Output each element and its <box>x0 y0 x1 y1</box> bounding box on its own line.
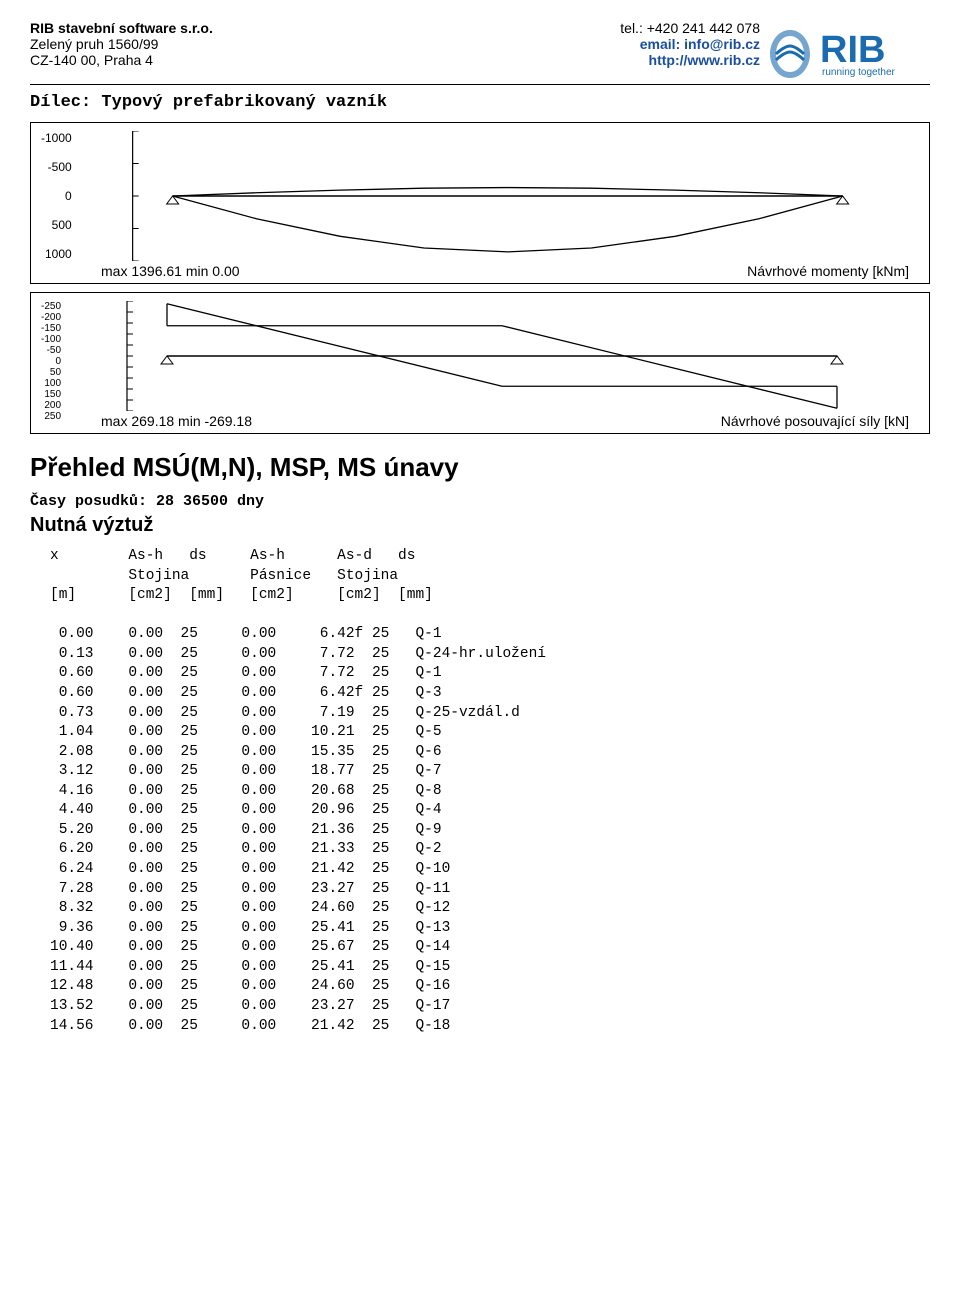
page-header: RIB stavební software s.r.o. Zelený pruh… <box>30 20 930 80</box>
ytick-label: 100 <box>44 378 61 389</box>
moment-chart-yticks: -1000 -500 0 500 1000 <box>41 131 76 261</box>
moment-chart-svg <box>76 131 909 261</box>
logo-tagline: running together <box>822 67 896 78</box>
company-name: RIB stavební software s.r.o. <box>30 20 480 36</box>
reinforcement-heading: Nutná výztuž <box>30 514 930 537</box>
ytick-label: 50 <box>50 367 61 378</box>
shear-chart-caption-right: Návrhové posouvající síly [kN] <box>721 413 909 429</box>
ytick-label: -50 <box>47 345 61 356</box>
ytick-label: 150 <box>44 389 61 400</box>
tel: tel.: +420 241 442 078 <box>620 20 760 36</box>
ytick-label: 250 <box>44 411 61 422</box>
times-label: Časy posudků: 28 36500 dny <box>30 493 930 510</box>
ytick-label: -150 <box>41 323 61 334</box>
shear-chart: -250-200-150-100-50050100150200250 max 2… <box>30 292 930 434</box>
ytick-label: 200 <box>44 400 61 411</box>
section-label: Dílec: Typový prefabrikovaný vazník <box>30 93 930 112</box>
shear-chart-svg <box>65 301 909 411</box>
address-line-2: CZ-140 00, Praha 4 <box>30 52 480 68</box>
ytick-label: -200 <box>41 312 61 323</box>
reinforcement-table: x As-h ds As-h As-d ds Stojina Pásnice S… <box>50 547 930 1036</box>
moment-chart-caption-left: max 1396.61 min 0.00 <box>101 263 240 279</box>
shear-chart-yticks: -250-200-150-100-50050100150200250 <box>41 301 65 411</box>
address-line-1: Zelený pruh 1560/99 <box>30 36 480 52</box>
ytick-label: 1000 <box>45 247 72 261</box>
ytick-label: 0 <box>65 189 72 203</box>
moment-chart-caption-right: Návrhové momenty [kNm] <box>747 263 909 279</box>
web-link[interactable]: http://www.rib.cz <box>620 52 760 68</box>
header-rule <box>30 84 930 85</box>
logo-text: RIB <box>820 29 885 71</box>
ytick-label: -250 <box>41 301 61 312</box>
email-link[interactable]: email: info@rib.cz <box>620 36 760 52</box>
ytick-label: 500 <box>52 218 72 232</box>
ytick-label: -100 <box>41 334 61 345</box>
header-left: RIB stavební software s.r.o. Zelený pruh… <box>30 20 480 68</box>
main-heading: Přehled MSÚ(M,N), MSP, MS únavy <box>30 452 930 483</box>
contact-block: tel.: +420 241 442 078 email: info@rib.c… <box>620 20 760 68</box>
ytick-label: -1000 <box>41 131 72 145</box>
header-right: tel.: +420 241 442 078 email: info@rib.c… <box>480 20 930 80</box>
ytick-label: 0 <box>55 356 61 367</box>
shear-chart-caption-left: max 269.18 min -269.18 <box>101 413 252 429</box>
ytick-label: -500 <box>48 160 72 174</box>
rib-logo-icon: RIB running together <box>770 20 930 80</box>
moment-chart: -1000 -500 0 500 1000 max 1396.61 min 0.00 N… <box>30 122 930 284</box>
